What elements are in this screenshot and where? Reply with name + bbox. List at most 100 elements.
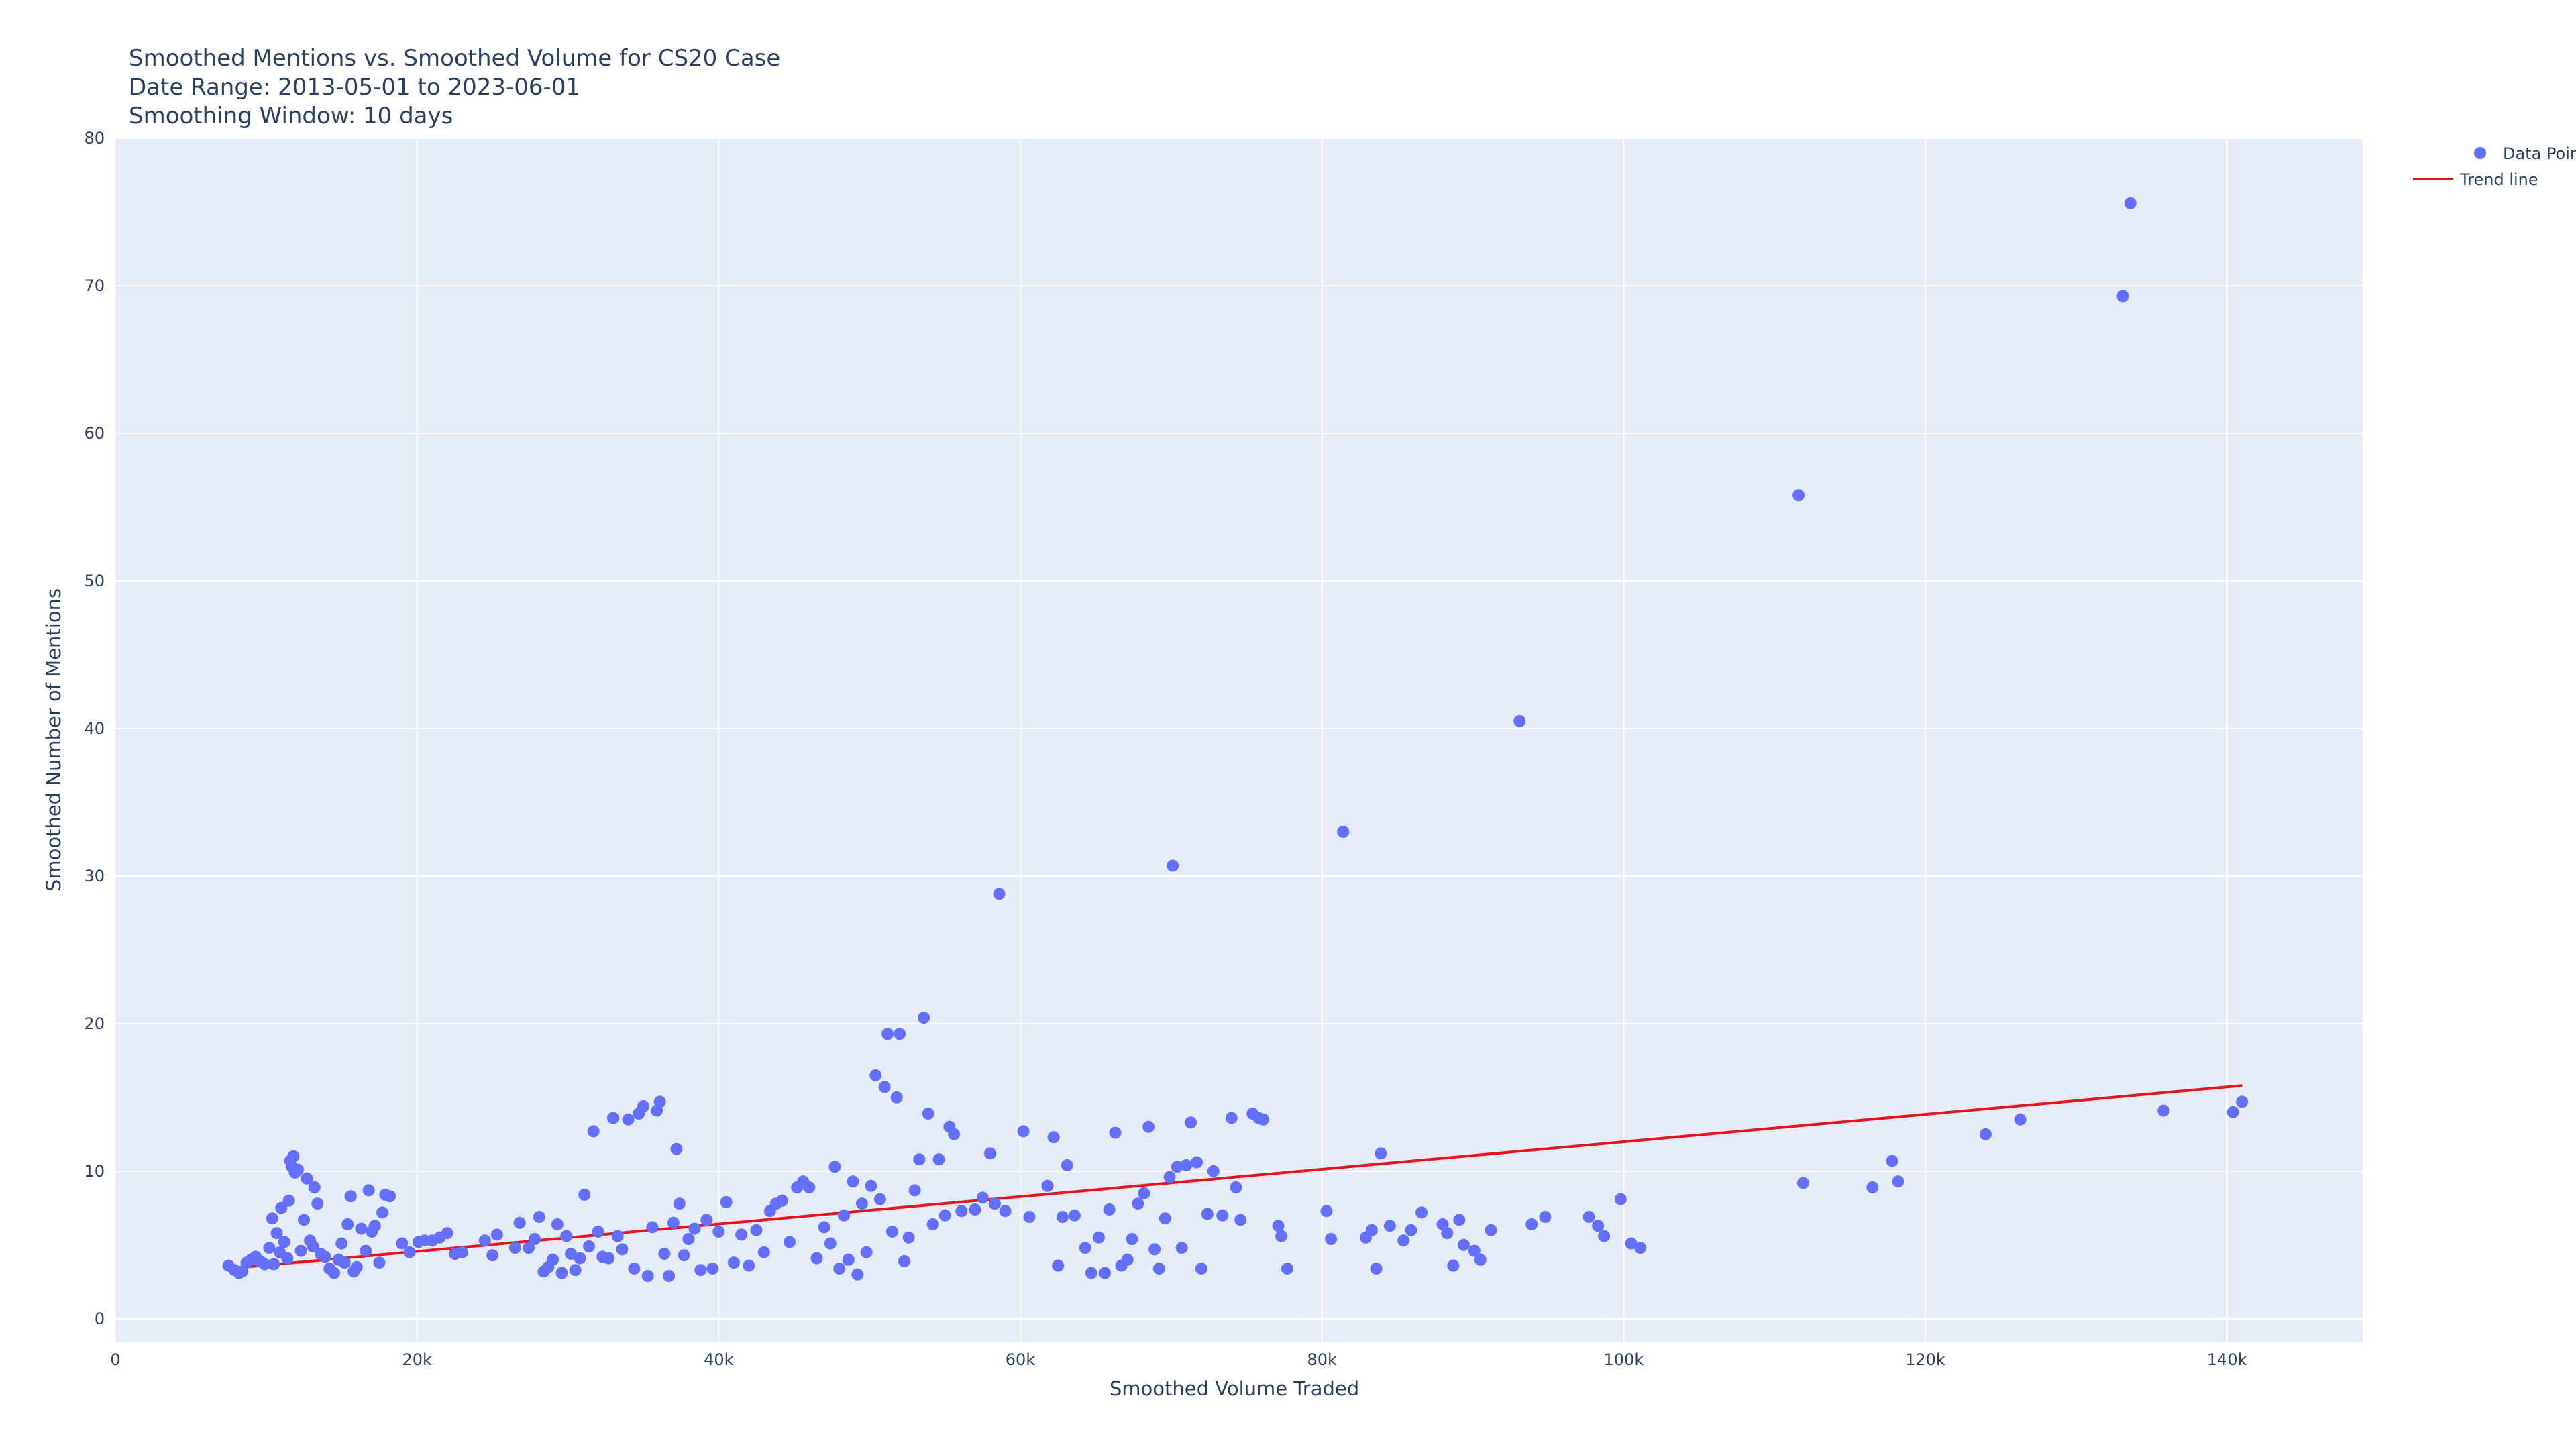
- data-point[interactable]: [775, 1194, 788, 1207]
- data-point[interactable]: [298, 1214, 310, 1226]
- data-point[interactable]: [1201, 1208, 1214, 1220]
- data-point[interactable]: [1383, 1220, 1396, 1232]
- data-point[interactable]: [913, 1153, 926, 1166]
- data-point[interactable]: [1525, 1218, 1538, 1230]
- data-point[interactable]: [396, 1237, 409, 1250]
- data-point[interactable]: [988, 1197, 1001, 1210]
- data-point[interactable]: [1216, 1209, 1229, 1222]
- data-point[interactable]: [1056, 1211, 1069, 1223]
- data-point[interactable]: [1539, 1211, 1552, 1223]
- data-point[interactable]: [1171, 1161, 1183, 1173]
- data-point[interactable]: [1041, 1179, 1054, 1192]
- data-point[interactable]: [932, 1153, 945, 1166]
- data-point[interactable]: [865, 1179, 877, 1192]
- data-point[interactable]: [282, 1194, 295, 1207]
- data-point[interactable]: [350, 1260, 363, 1273]
- data-point[interactable]: [2226, 1106, 2239, 1118]
- data-point[interactable]: [869, 1069, 882, 1081]
- data-point[interactable]: [881, 1028, 894, 1040]
- data-point[interactable]: [490, 1228, 503, 1241]
- data-point[interactable]: [1138, 1187, 1150, 1199]
- data-point[interactable]: [700, 1214, 713, 1226]
- data-point[interactable]: [667, 1216, 680, 1229]
- data-point[interactable]: [1892, 1175, 1904, 1188]
- data-point[interactable]: [529, 1233, 541, 1245]
- data-point[interactable]: [1152, 1263, 1165, 1275]
- data-point[interactable]: [1230, 1181, 1242, 1193]
- data-point[interactable]: [750, 1224, 763, 1236]
- data-point[interactable]: [547, 1253, 559, 1266]
- data-point[interactable]: [878, 1081, 891, 1093]
- data-point[interactable]: [1207, 1165, 1220, 1177]
- data-point[interactable]: [335, 1237, 348, 1250]
- data-point[interactable]: [1441, 1227, 1454, 1240]
- data-point[interactable]: [837, 1209, 850, 1222]
- data-point[interactable]: [338, 1256, 351, 1269]
- data-point[interactable]: [646, 1221, 659, 1234]
- data-point[interactable]: [1281, 1263, 1293, 1275]
- data-point[interactable]: [1513, 714, 1526, 727]
- data-point[interactable]: [2116, 290, 2129, 303]
- data-point[interactable]: [1792, 489, 1805, 502]
- data-point[interactable]: [855, 1197, 868, 1210]
- data-point[interactable]: [694, 1264, 707, 1277]
- data-point[interactable]: [658, 1248, 671, 1260]
- data-point[interactable]: [720, 1196, 733, 1208]
- data-point[interactable]: [1886, 1155, 1898, 1167]
- data-point[interactable]: [523, 1242, 535, 1254]
- data-point[interactable]: [1103, 1203, 1116, 1216]
- data-point[interactable]: [706, 1263, 719, 1275]
- data-point[interactable]: [270, 1227, 283, 1240]
- legend[interactable]: Data Points Trend line: [2413, 144, 2576, 189]
- data-point[interactable]: [833, 1263, 846, 1275]
- data-point[interactable]: [1068, 1209, 1081, 1222]
- data-point[interactable]: [373, 1256, 386, 1269]
- data-point[interactable]: [688, 1222, 701, 1235]
- data-point[interactable]: [1047, 1131, 1060, 1144]
- data-point[interactable]: [926, 1218, 939, 1230]
- data-point[interactable]: [1979, 1128, 1992, 1140]
- data-point[interactable]: [1163, 1171, 1176, 1183]
- data-point[interactable]: [456, 1246, 469, 1258]
- data-point[interactable]: [1275, 1230, 1287, 1242]
- data-point[interactable]: [1092, 1231, 1105, 1244]
- data-point[interactable]: [1195, 1263, 1208, 1275]
- data-point[interactable]: [873, 1193, 886, 1205]
- data-point[interactable]: [1405, 1224, 1417, 1236]
- data-point[interactable]: [301, 1172, 313, 1185]
- data-point[interactable]: [551, 1218, 564, 1230]
- data-point[interactable]: [1234, 1214, 1247, 1226]
- data-point[interactable]: [287, 1150, 300, 1163]
- data-point[interactable]: [1370, 1263, 1383, 1275]
- data-point[interactable]: [1061, 1159, 1073, 1171]
- data-point[interactable]: [384, 1190, 396, 1203]
- data-point[interactable]: [292, 1163, 304, 1176]
- data-point[interactable]: [1185, 1116, 1197, 1129]
- data-point[interactable]: [743, 1259, 755, 1272]
- data-point[interactable]: [955, 1205, 968, 1218]
- data-point[interactable]: [1365, 1224, 1378, 1236]
- data-point[interactable]: [1634, 1242, 1647, 1254]
- data-point[interactable]: [938, 1209, 951, 1222]
- data-point[interactable]: [360, 1244, 372, 1257]
- data-point[interactable]: [1079, 1242, 1091, 1254]
- data-point[interactable]: [341, 1218, 354, 1230]
- data-point[interactable]: [984, 1147, 996, 1160]
- data-point[interactable]: [555, 1267, 568, 1279]
- data-point[interactable]: [735, 1228, 748, 1241]
- data-point[interactable]: [1126, 1233, 1138, 1245]
- data-point[interactable]: [828, 1161, 841, 1173]
- data-point[interactable]: [894, 1028, 906, 1040]
- data-point[interactable]: [678, 1249, 690, 1262]
- data-point[interactable]: [1191, 1156, 1203, 1169]
- data-point[interactable]: [818, 1221, 830, 1234]
- data-point[interactable]: [1098, 1267, 1111, 1279]
- data-point[interactable]: [355, 1222, 368, 1235]
- data-point[interactable]: [1023, 1211, 1036, 1223]
- data-point[interactable]: [486, 1249, 499, 1262]
- data-point[interactable]: [307, 1240, 319, 1252]
- data-point[interactable]: [1458, 1238, 1470, 1251]
- data-point[interactable]: [319, 1250, 331, 1263]
- data-point[interactable]: [860, 1246, 873, 1258]
- data-point[interactable]: [2124, 197, 2137, 209]
